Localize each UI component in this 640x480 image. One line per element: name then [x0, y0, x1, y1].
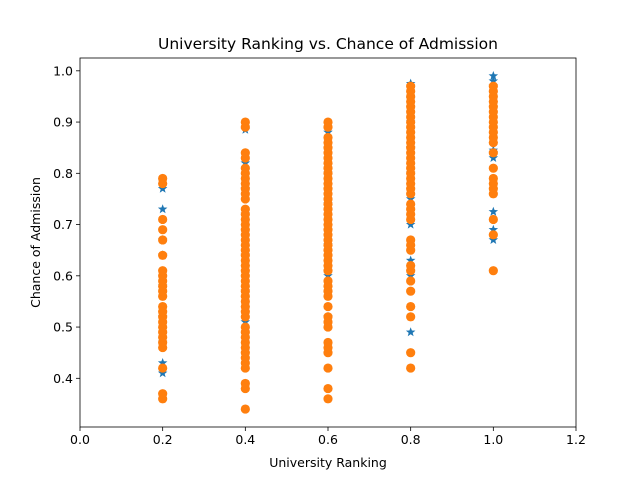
series-circle-point: [323, 337, 333, 348]
series-star-point: [488, 224, 499, 234]
series-circle-point: [323, 312, 333, 322]
series-star-point: [240, 316, 251, 326]
series-circle-point: [158, 389, 168, 399]
series-star-point: [323, 127, 333, 137]
series-star-point: [405, 193, 416, 203]
series-star-point: [157, 204, 168, 214]
series-star-point: [157, 357, 168, 367]
series-star-point: [157, 368, 168, 378]
series-circle-point: [406, 363, 416, 373]
series-circle-point: [406, 312, 416, 322]
x-axis-label: University Ranking: [269, 455, 387, 470]
series-circle-point: [323, 383, 333, 394]
series-star-point: [323, 270, 333, 280]
x-tick-label: 0.4: [235, 432, 255, 447]
chart-title: University Ranking vs. Chance of Admissi…: [158, 35, 498, 53]
series-circle-point: [406, 286, 416, 296]
series-star-point: [488, 206, 499, 216]
series-circle-point: [158, 173, 168, 184]
series-circle-point: [240, 322, 250, 332]
series-star-point: [405, 255, 416, 265]
series-circle-point: [406, 276, 416, 286]
series-star-point: [240, 158, 251, 168]
x-tick-label: 0.0: [70, 432, 90, 447]
series-star-point: [405, 270, 416, 280]
series-star-point: [405, 327, 416, 337]
series-circle-point: [240, 117, 250, 127]
series-circle-point: [158, 301, 168, 312]
x-tick-label: 0.8: [401, 432, 421, 447]
series-circle-point: [406, 260, 416, 271]
series-circle-point: [158, 250, 168, 260]
axis-ticks: 0.0 0.2 0.4 0.6 0.8 1.0 1.2 0.4 0.5 0.6 0.7 0.8 0.9 1…: [53, 63, 586, 447]
series-star-point: [488, 76, 499, 86]
x-tick-label: 0.2: [153, 432, 173, 447]
x-tick-label: 0.6: [318, 432, 338, 447]
series-circle-point: [158, 235, 168, 245]
plot-area: [157, 70, 499, 414]
series-circle-point: [158, 363, 168, 373]
series-circle-point: [240, 404, 250, 414]
series-star-point: [157, 183, 168, 193]
series-star-point: [405, 219, 416, 229]
series-circle-point: [488, 173, 498, 184]
series-star-point: [488, 70, 499, 80]
series-circle-point: [488, 266, 498, 276]
series-circle-point: [323, 363, 333, 373]
x-tick-label: 1.2: [566, 432, 586, 447]
series-circle-point: [240, 378, 250, 389]
series-circle-point: [488, 148, 498, 158]
y-tick-label: 0.5: [53, 320, 73, 335]
series-circle-point: [406, 235, 416, 245]
y-tick-label: 1.0: [53, 63, 73, 78]
series-circle-point: [406, 81, 416, 91]
series-circle-point: [323, 276, 333, 286]
axes-frame: [79, 57, 577, 428]
y-tick-label: 0.7: [53, 217, 73, 232]
series-circle-point: [406, 199, 416, 209]
series-circle-point: [323, 394, 333, 404]
series-circle-point: [240, 163, 250, 173]
series-circle-point: [406, 348, 416, 358]
x-tick-label: 1.0: [483, 432, 503, 447]
series-circle-point: [323, 301, 333, 312]
series-circle-point: [488, 214, 498, 225]
series-circle-point: [323, 117, 333, 127]
series-star-point: [488, 152, 499, 162]
series-circle-point: [488, 81, 498, 91]
y-axis-label: Chance of Admission: [28, 177, 43, 308]
series-circle-point: [323, 132, 333, 143]
series-circle-point: [406, 301, 416, 312]
series-circle-point: [240, 148, 250, 158]
series-circle-point: [158, 225, 168, 235]
y-tick-label: 0.8: [53, 166, 73, 181]
y-tick-label: 0.4: [53, 371, 73, 386]
y-tick-label: 0.9: [53, 115, 73, 130]
series-circle-point: [158, 266, 168, 276]
series-star-point: [488, 234, 499, 244]
series-circle-point: [488, 230, 498, 240]
series-circle-point: [158, 214, 168, 225]
y-tick-label: 0.6: [53, 268, 73, 283]
series-circle-point: [488, 163, 498, 173]
series-circle-point: [240, 204, 250, 214]
